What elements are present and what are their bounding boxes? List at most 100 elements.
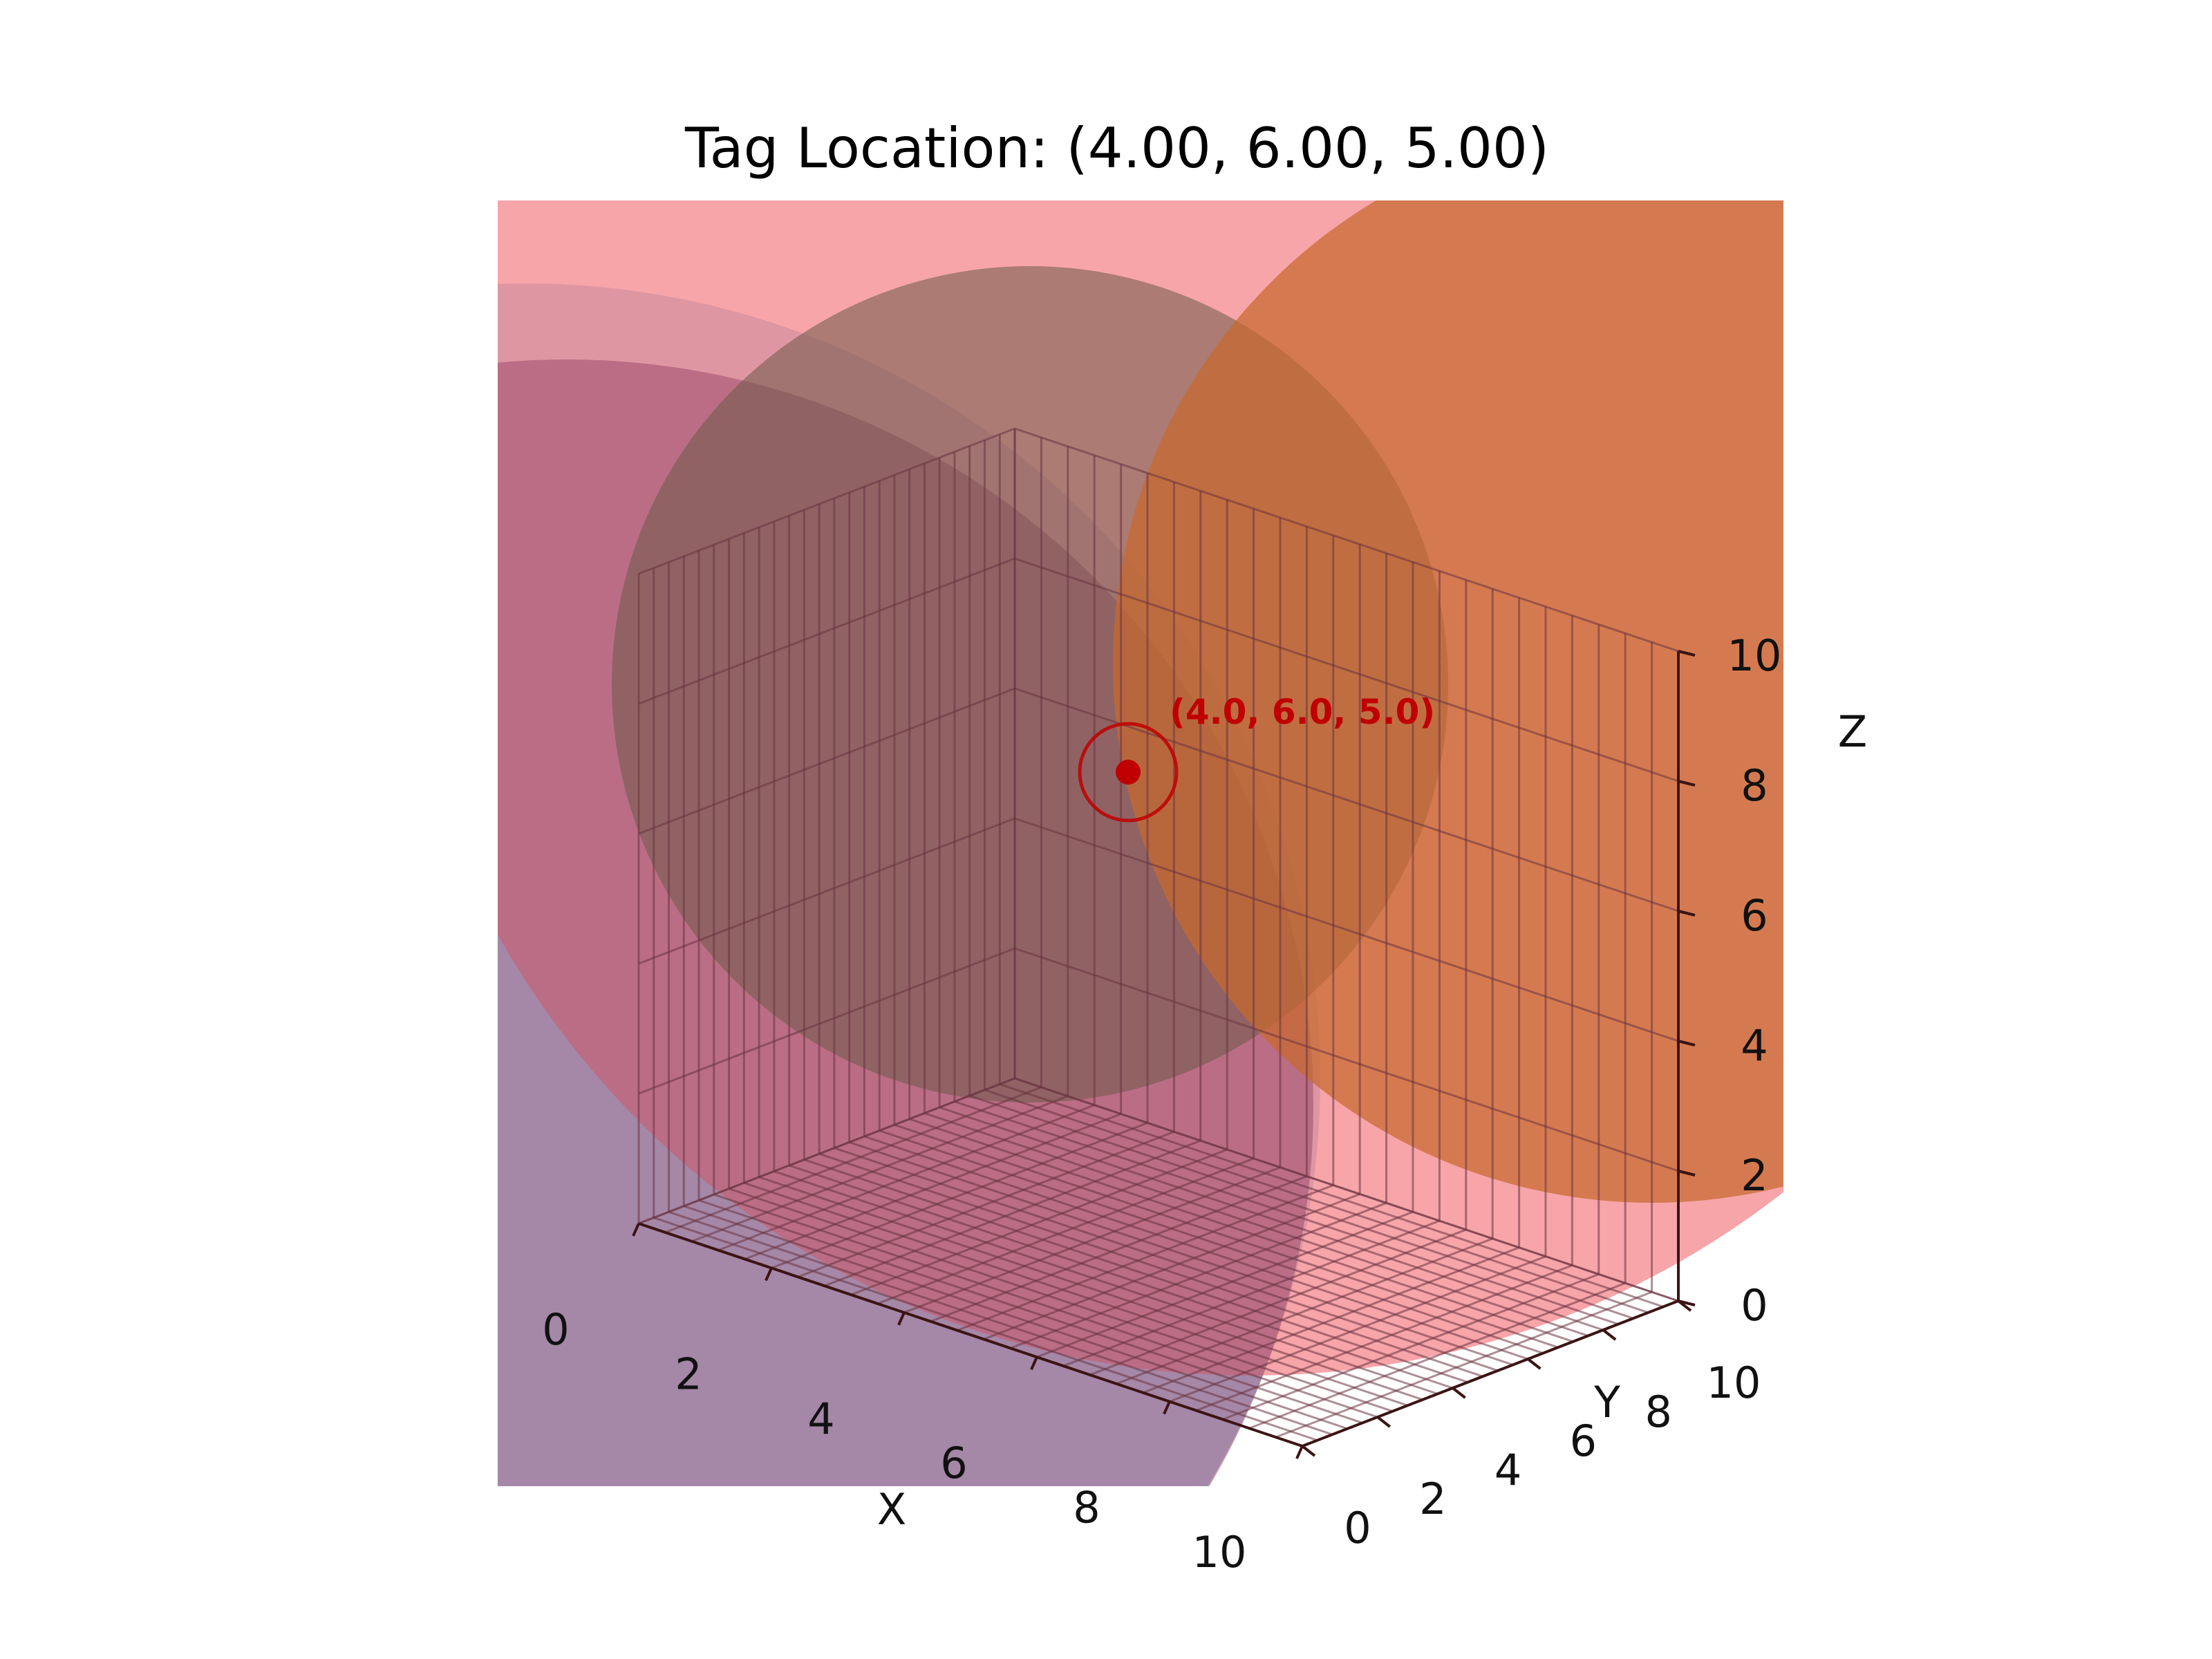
- floor-gridline-y: [653, 1217, 1318, 1442]
- floor-gridline-y: [849, 1141, 1514, 1366]
- floor-gridline-y: [894, 1123, 1559, 1349]
- x-tick-label: 0: [542, 1304, 569, 1355]
- y-axis-label: Y: [1593, 1377, 1620, 1427]
- y-tick: [1301, 1445, 1316, 1457]
- floor-gridline-y: [803, 1159, 1468, 1384]
- x-tick-label: 4: [807, 1394, 834, 1444]
- floor-gridline-x: [850, 1148, 1228, 1296]
- right-wall-gridline-z: [1014, 687, 1679, 912]
- floor-gridline-y: [909, 1118, 1574, 1343]
- x-tick: [1295, 1445, 1304, 1459]
- floor-gridline-x: [691, 1095, 1069, 1243]
- y-tick-label: 10: [1707, 1358, 1761, 1408]
- floor-gridline-y: [939, 1106, 1604, 1331]
- y-tick: [1452, 1387, 1466, 1399]
- floor-gridline-y: [729, 1188, 1394, 1413]
- floor-gridline-x: [1195, 1264, 1573, 1412]
- left-wall-gridline-z: [638, 687, 1015, 835]
- tag-label: (4.0, 6.0, 5.0): [1170, 692, 1435, 732]
- left-wall-gridline-z: [638, 557, 1015, 705]
- floor-gridline-x: [1248, 1282, 1626, 1430]
- floor-gridline-y: [969, 1094, 1634, 1320]
- z-tick-label: 2: [1741, 1150, 1768, 1201]
- floor-gridline-x: [1089, 1228, 1467, 1376]
- floor-gridline-x: [1010, 1201, 1387, 1349]
- z-tick-label: 10: [1727, 630, 1782, 681]
- floor-gridline-y: [984, 1089, 1649, 1314]
- right-wall-gridline-z: [1014, 427, 1679, 653]
- floor-gridline-y: [774, 1170, 1438, 1395]
- y-tick-label: 4: [1494, 1445, 1521, 1495]
- left-wall-gridline-z: [638, 817, 1015, 965]
- x-tick: [632, 1223, 640, 1237]
- z-tick: [1678, 650, 1696, 657]
- y-tick: [1376, 1416, 1391, 1428]
- floor-gridline-y: [698, 1199, 1363, 1424]
- y-axis-line: [1302, 1300, 1679, 1447]
- z-tick-label: 4: [1741, 1020, 1768, 1071]
- right-wall-gridline-z: [1014, 1077, 1679, 1302]
- x-tick-label: 10: [1192, 1527, 1247, 1577]
- floor-gridline-y: [863, 1135, 1528, 1360]
- z-tick-label: 0: [1741, 1280, 1768, 1331]
- x-tick: [1163, 1400, 1171, 1415]
- y-tick-label: 6: [1570, 1416, 1597, 1466]
- floor-gridline-x: [1275, 1291, 1653, 1438]
- right-wall-gridline-z: [1014, 817, 1679, 1042]
- floor-gridline-x: [1062, 1219, 1440, 1367]
- z-tick: [1678, 1300, 1696, 1306]
- floor-gridline-y: [954, 1100, 1619, 1326]
- floor-gridline-x: [877, 1157, 1255, 1305]
- floor-gridline-y: [758, 1176, 1423, 1401]
- floor-gridline-y: [713, 1193, 1378, 1418]
- y-tick-label: 0: [1344, 1503, 1371, 1553]
- floor-gridline-y: [743, 1181, 1408, 1407]
- x-axis-line: [638, 1222, 1303, 1447]
- floor-gridline-x: [797, 1130, 1174, 1278]
- floor-gridline-x: [744, 1113, 1122, 1260]
- floor-gridline-x: [983, 1193, 1360, 1340]
- x-axis-label: X: [877, 1484, 906, 1535]
- x-tick-label: 2: [675, 1349, 702, 1399]
- z-tick: [1678, 1170, 1696, 1177]
- y-tick: [1527, 1358, 1541, 1370]
- floor-gridline-y: [834, 1147, 1499, 1372]
- left-wall-gridline-z: [638, 947, 1015, 1095]
- x-tick: [897, 1311, 906, 1326]
- floor-gridline-x: [1143, 1246, 1520, 1394]
- floor-gridline-x: [1222, 1273, 1600, 1421]
- y-tick-label: 2: [1419, 1474, 1446, 1524]
- right-wall-gridline-z: [1014, 947, 1679, 1172]
- left-wall-gridline-z: [638, 1077, 1015, 1225]
- z-tick: [1678, 1040, 1696, 1047]
- x-tick: [765, 1267, 773, 1282]
- floor-gridline-y: [683, 1205, 1348, 1430]
- floor-gridline-y: [924, 1112, 1588, 1337]
- floor-gridline-x: [1116, 1237, 1493, 1385]
- z-tick-label: 8: [1741, 760, 1768, 811]
- z-tick: [1678, 780, 1696, 787]
- floor-gridline-x: [957, 1184, 1334, 1331]
- floor-gridline-y: [999, 1082, 1664, 1308]
- y-tick-label: 8: [1644, 1387, 1671, 1437]
- tag-point: [1116, 760, 1141, 785]
- x-tick: [1030, 1356, 1038, 1371]
- floor-gridline-x: [903, 1166, 1281, 1314]
- tag-halo: [1078, 722, 1179, 823]
- floor-gridline-x: [718, 1104, 1095, 1252]
- floor-gridline-y: [668, 1210, 1333, 1436]
- y-tick: [1602, 1329, 1617, 1341]
- floor-gridline-y: [818, 1152, 1483, 1378]
- x-tick-label: 8: [1073, 1483, 1100, 1533]
- floor-gridline-x: [930, 1175, 1307, 1323]
- floor-gridline-x: [824, 1139, 1201, 1287]
- left-wall-gridline-z: [638, 427, 1015, 575]
- z-tick-label: 6: [1741, 890, 1768, 941]
- right-wall-gridline-z: [1014, 557, 1679, 782]
- floor-gridline-x: [771, 1122, 1148, 1269]
- z-tick: [1678, 910, 1696, 917]
- x-tick-label: 6: [940, 1438, 967, 1488]
- z-axis-label: Z: [1838, 706, 1867, 757]
